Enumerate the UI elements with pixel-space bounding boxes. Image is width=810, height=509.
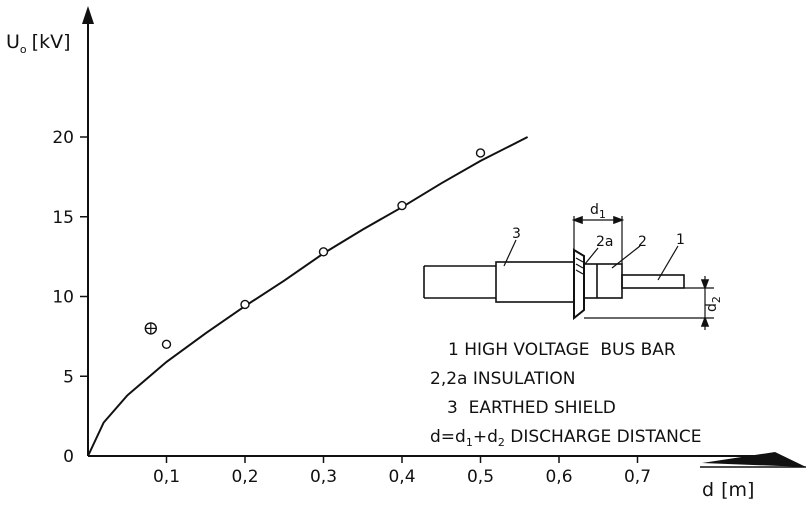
y-axis-label-main: U (6, 31, 20, 53)
x-axis-ticks: 0,1 0,2 0,3 0,4 0,5 0,6 0,7 (153, 456, 651, 487)
y-axis-label-unit: [kV] (32, 31, 71, 53)
legend-item-2: 2,2a INSULATION (430, 369, 576, 389)
data-point (318, 247, 329, 257)
inset-insulation-hatch (575, 257, 584, 275)
x-tick-label: 0,6 (545, 467, 572, 487)
inset-label-2: 2 (638, 234, 647, 250)
data-points (144, 148, 486, 350)
y-axis-ticks: 0 5 10 15 20 (52, 128, 88, 467)
legend-formula: d=d1+d2 DISCHARGE DISTANCE (430, 427, 702, 449)
data-point (475, 148, 486, 158)
inset-insulation-disk (573, 248, 585, 321)
y-axis-label-sub: o (20, 43, 27, 56)
inset-shield-body (495, 261, 575, 303)
inset-d1-arrow-right (613, 215, 625, 225)
inset-d1-label: d1 (590, 202, 606, 221)
y-tick-label: 5 (63, 367, 74, 387)
inset-insulation-sleeve (583, 263, 623, 299)
x-tick-label: 0,1 (153, 467, 180, 487)
y-tick-label: 15 (52, 208, 74, 228)
x-tick-label: 0,3 (310, 467, 337, 487)
inset-leader-2a (584, 247, 599, 265)
y-axis-label: Uo [kV] (6, 31, 70, 56)
data-point (161, 339, 172, 350)
x-axis-label: d [m] (702, 479, 754, 501)
inset-label-1: 1 (676, 232, 685, 248)
inset-d1-arrow-left (571, 215, 583, 225)
y-tick-label: 10 (52, 288, 74, 308)
inset-bus-bar (621, 274, 685, 289)
x-tick-label: 0,4 (388, 467, 415, 487)
inset-label-3: 3 (512, 226, 521, 242)
x-tick-label: 0,7 (624, 467, 651, 487)
inset-leader-3 (503, 239, 517, 267)
inset-d2-label: d2 (704, 296, 723, 312)
y-tick-label: 0 (63, 447, 74, 467)
x-tick-label: 0,5 (467, 467, 494, 487)
legend-item-1: 1 HIGH VOLTAGE BUS BAR (448, 340, 676, 360)
x-axis-arrow (702, 452, 806, 467)
inset-d2-arrow-bottom (700, 315, 710, 327)
inset-diagram (423, 215, 714, 330)
inset-d2-arrow-top (700, 279, 710, 291)
data-point-plus (144, 322, 158, 335)
inset-leader-2 (611, 245, 641, 269)
y-tick-label: 20 (52, 128, 74, 148)
fit-curve (87, 136, 529, 457)
y-axis-arrow (82, 6, 94, 24)
legend-item-3: 3 EARTHED SHIELD (447, 398, 616, 418)
x-axis-label-main: d (702, 479, 714, 501)
data-point (397, 200, 407, 211)
inset-label-2a: 2a (596, 234, 614, 250)
inset-leader-1 (657, 245, 679, 281)
axes (82, 6, 806, 468)
x-tick-label: 0,2 (231, 467, 258, 487)
x-axis-label-unit: [m] (721, 479, 754, 501)
data-point (240, 299, 250, 310)
